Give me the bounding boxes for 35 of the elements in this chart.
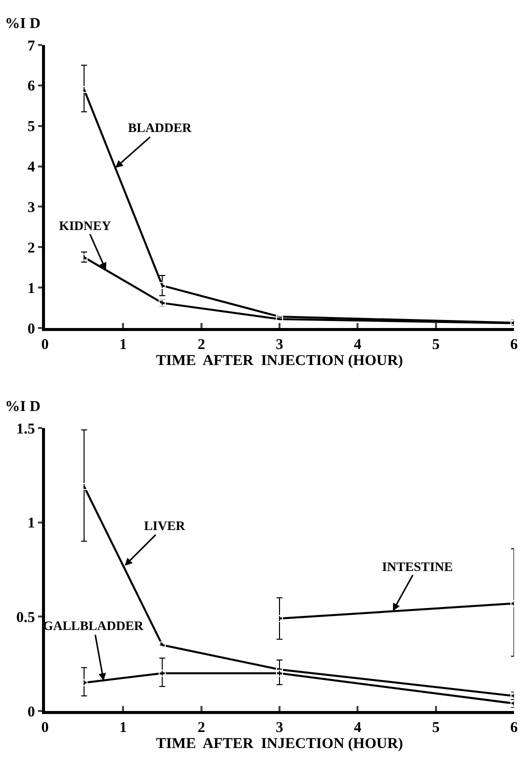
y-tick-label: 1 [28, 280, 35, 297]
y-axis-title: %I D [5, 399, 41, 415]
y-tick-label: 4 [28, 160, 36, 176]
x-axis-title: TIME AFTER INJECTION (HOUR) [156, 353, 404, 369]
annotation: KIDNEY [59, 218, 112, 233]
y-tick-label: 0 [28, 321, 35, 338]
y-tick-label: 0.5 [16, 610, 35, 626]
y-axis-title: %I D [5, 16, 41, 32]
x-tick-label: 1 [119, 337, 127, 353]
y-tick-label: 6 [28, 78, 36, 95]
y-tick-label: 5 [28, 119, 35, 136]
x-tick-label: 0 [41, 337, 49, 353]
annotation: INTESTINE [382, 559, 453, 574]
x-tick-label: 2 [198, 720, 206, 736]
y-tick-label: 1.5 [16, 421, 35, 438]
x-tick-label: 4 [354, 337, 362, 353]
x-tick-label: 2 [198, 337, 206, 353]
x-tick-label: 5 [432, 337, 440, 353]
x-tick-label: 3 [276, 337, 284, 353]
y-tick-label: 7 [28, 38, 36, 54]
x-tick-label: 5 [432, 720, 440, 736]
x-tick-label: 6 [510, 337, 518, 353]
x-axis-title: TIME AFTER INJECTION (HOUR) [156, 736, 404, 752]
y-tick-label: 3 [28, 200, 35, 216]
y-tick-label: 0 [28, 704, 35, 720]
x-tick-label: 3 [276, 720, 284, 736]
annotation: BLADDER [128, 120, 192, 135]
y-tick-label: 1 [28, 516, 35, 532]
x-tick-label: 6 [510, 720, 518, 736]
x-tick-label: 1 [119, 720, 127, 736]
x-tick-label: 0 [41, 720, 49, 736]
x-tick-label: 4 [354, 720, 362, 736]
annotation: GALLBLADDER [43, 618, 144, 633]
annotation: LIVER [144, 518, 186, 533]
y-tick-label: 2 [28, 240, 35, 256]
